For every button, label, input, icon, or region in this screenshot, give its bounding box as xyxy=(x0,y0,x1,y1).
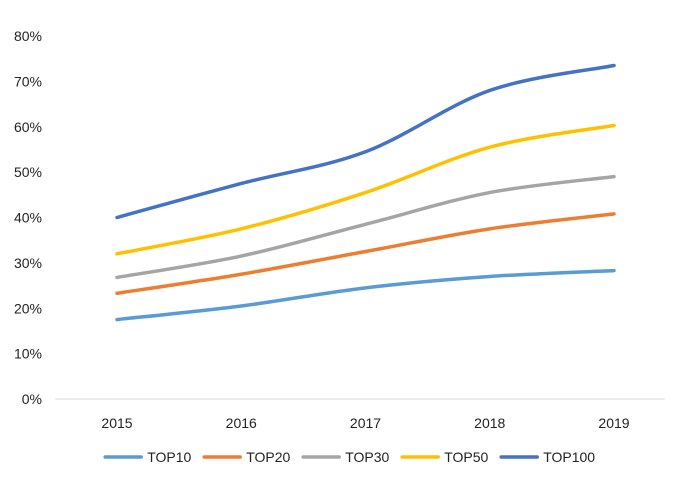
x-tick-label: 2015 xyxy=(101,415,132,431)
y-tick-label: 20% xyxy=(14,300,42,316)
y-tick-label: 10% xyxy=(14,346,42,362)
legend-item-top50: TOP50 xyxy=(400,449,489,465)
legend-label: TOP50 xyxy=(444,449,488,465)
y-tick-label: 50% xyxy=(14,164,42,180)
y-tick-label: 0% xyxy=(22,391,42,407)
x-tick-label: 2018 xyxy=(474,415,505,431)
y-tick-label: 80% xyxy=(14,28,42,44)
y-tick-label: 60% xyxy=(14,119,42,135)
legend-label: TOP10 xyxy=(147,449,191,465)
legend-item-top10: TOP10 xyxy=(103,449,192,465)
series-line-top100 xyxy=(115,63,616,220)
series-line-top10 xyxy=(115,268,616,322)
series-line-top50 xyxy=(115,123,616,256)
y-tick-label: 40% xyxy=(14,210,42,226)
axis-layer: 0% 10% 20% 30% 40% 50% 60% 70% 80% 2015 2016 2017 20… xyxy=(14,28,665,431)
x-tick-label: 2017 xyxy=(350,415,381,431)
legend-item-top100: TOP100 xyxy=(499,449,595,465)
series-line-top20 xyxy=(115,212,616,296)
legend-label: TOP20 xyxy=(246,449,290,465)
legend-item-top30: TOP30 xyxy=(301,449,390,465)
y-tick-label: 30% xyxy=(14,255,42,271)
x-tick-label: 2019 xyxy=(598,415,629,431)
y-tick-label: 70% xyxy=(14,73,42,89)
series-line-top30 xyxy=(115,174,616,280)
legend: TOP10 TOP20 TOP30 TOP50 TOP100 xyxy=(103,449,595,465)
x-tick-label: 2016 xyxy=(226,415,257,431)
legend-label: TOP100 xyxy=(543,449,595,465)
legend-label: TOP30 xyxy=(345,449,389,465)
series-layer xyxy=(115,63,616,322)
legend-item-top20: TOP20 xyxy=(202,449,291,465)
